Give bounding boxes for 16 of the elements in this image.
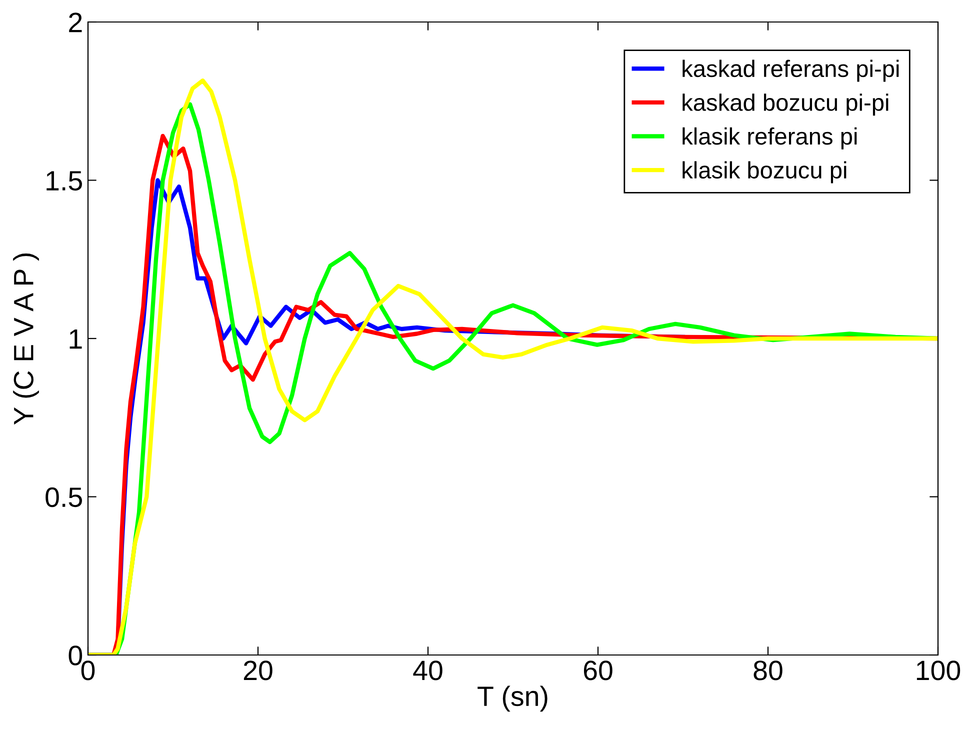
x-tick-label: 60 [584, 660, 612, 680]
legend-label: klasik referans pi [682, 127, 857, 150]
x-tick-label: 80 [754, 660, 782, 680]
y-tick-label: 2 [69, 12, 82, 32]
x-axis-title: T (sn) [478, 686, 548, 712]
legend-label: klasik bozucu pi [682, 161, 846, 184]
y-tick-label: 1 [70, 329, 82, 349]
y-tick-label: 0.5 [46, 487, 82, 508]
legend-label: kaskad bozucu pi-pi [682, 94, 888, 116]
legend-label: kaskad referans pi-pi [682, 60, 899, 82]
y-tick-label: 1.5 [46, 171, 82, 191]
y-tick-label: 0 [68, 646, 82, 666]
x-tick-label: 100 [916, 660, 960, 680]
x-tick-label: 20 [244, 660, 272, 680]
y-axis-title: Y (C E V A P ) [13, 253, 39, 425]
x-tick-label: 40 [413, 660, 442, 680]
